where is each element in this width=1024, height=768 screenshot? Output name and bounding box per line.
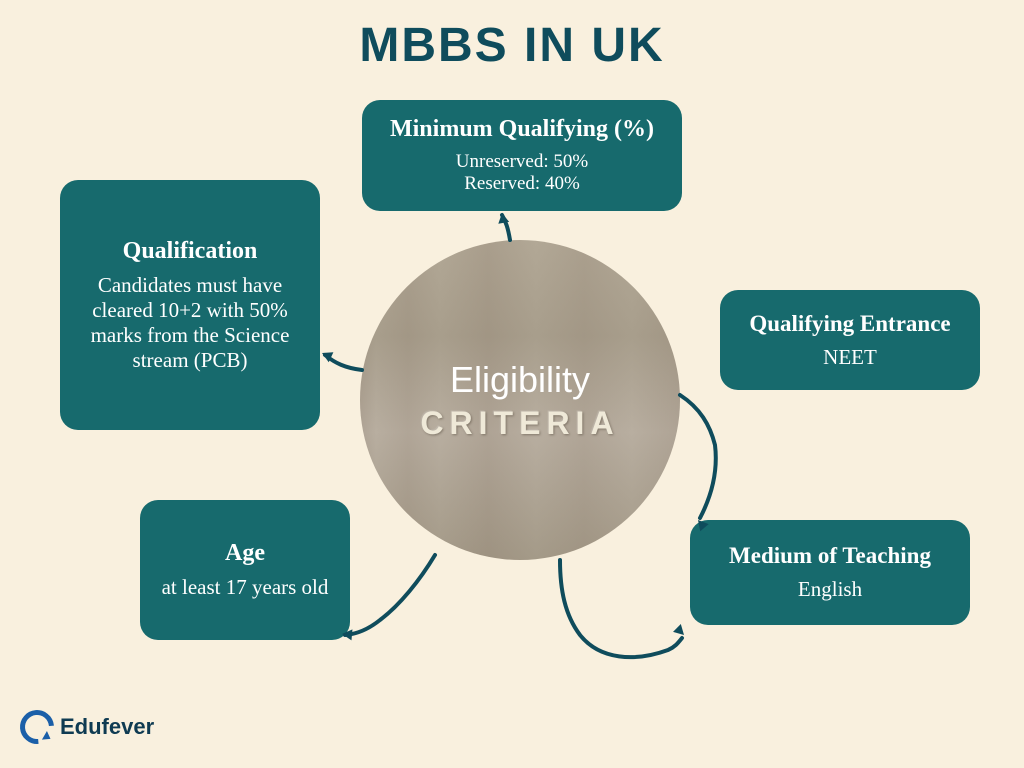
card-min-qualifying-title: Minimum Qualifying (%)	[382, 116, 662, 143]
logo-text: Edufever	[60, 714, 154, 740]
page-title: MBBS IN UK	[0, 0, 1024, 73]
card-entrance: Qualifying Entrance NEET	[720, 290, 980, 390]
card-medium-title: Medium of Teaching	[710, 543, 950, 569]
card-qualification-title: Qualification	[80, 238, 300, 265]
card-entrance-body: NEET	[740, 345, 960, 370]
logo-icon	[13, 703, 61, 751]
card-qualification: Qualification Candidates must have clear…	[60, 180, 320, 430]
card-min-qualifying: Minimum Qualifying (%) Unreserved: 50% R…	[362, 100, 682, 211]
logo: Edufever	[20, 710, 154, 744]
card-age-title: Age	[160, 540, 330, 567]
card-entrance-title: Qualifying Entrance	[740, 311, 960, 337]
card-min-qualifying-line2: Reserved: 40%	[382, 173, 662, 195]
card-medium: Medium of Teaching English	[690, 520, 970, 625]
card-min-qualifying-line1: Unreserved: 50%	[382, 151, 662, 173]
card-qualification-body: Candidates must have cleared 10+2 with 5…	[80, 273, 300, 373]
card-medium-body: English	[710, 577, 950, 602]
center-line-2: CRITERIA	[420, 405, 619, 442]
card-age-body: at least 17 years old	[160, 575, 330, 600]
center-circle: Eligibility CRITERIA	[360, 240, 680, 560]
card-age: Age at least 17 years old	[140, 500, 350, 640]
center-line-1: Eligibility	[450, 359, 590, 401]
